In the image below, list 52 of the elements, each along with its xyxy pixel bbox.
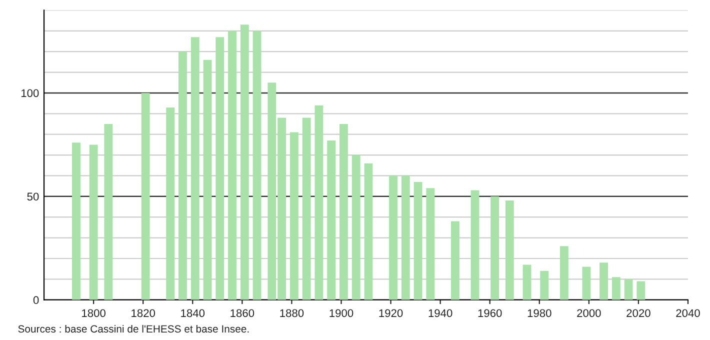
bar [582,266,591,300]
bar [216,37,224,300]
x-tick-label: 1800 [82,309,106,318]
bar [490,196,500,300]
x-tick-label: 1960 [478,309,502,318]
x-tick-label: 2040 [676,309,700,318]
x-tick-label: 1880 [280,309,304,318]
bar [240,24,249,300]
bar [166,107,175,300]
bar [505,200,514,300]
bar [290,132,298,300]
bar [141,92,150,300]
x-tick-label: 1860 [230,309,254,318]
bar [624,279,633,300]
bar [327,140,336,300]
x-tick-label: 1900 [330,309,354,318]
bar [104,124,113,300]
bar [600,262,608,300]
bar [72,142,80,300]
bar [252,30,262,300]
x-tick-label: 1820 [132,309,156,318]
bar [636,281,646,300]
bar [612,277,620,300]
bar [560,246,568,300]
bar [89,144,98,300]
bar [401,176,410,300]
x-tick-label: 1940 [428,309,452,318]
bar [364,163,373,300]
bar [389,176,398,300]
x-tick-label: 1980 [528,309,552,318]
x-tick-label: 2020 [626,309,650,318]
bar [203,60,212,300]
bar [228,30,236,300]
bar [340,124,348,300]
bar [352,155,360,300]
x-tick-label: 2000 [577,309,601,318]
x-tick-label: 1840 [181,309,205,318]
source-note: Sources : base Cassini de l'EHESS et base Insee. [18,324,249,333]
bar [302,118,311,300]
y-tick-label: 100 [21,89,39,98]
bar [314,105,324,300]
bar [470,190,480,300]
bar [540,270,549,300]
bar [190,37,200,300]
bar [414,182,422,300]
x-tick-label: 1920 [379,309,403,318]
y-tick-label: 50 [27,192,39,201]
y-tick-label: 0 [33,296,39,304]
bar [522,264,532,300]
bar [450,221,460,300]
bar [426,188,435,300]
bar [178,52,187,300]
